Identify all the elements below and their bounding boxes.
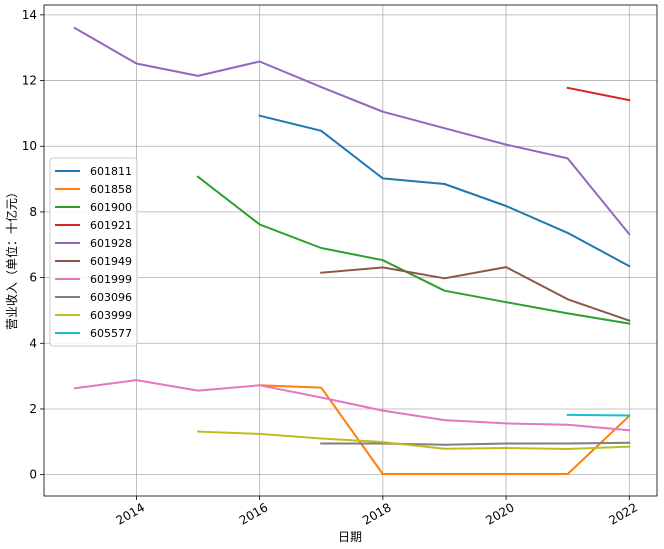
series-line-601900 (196, 175, 631, 325)
series-line-601928 (73, 26, 631, 236)
legend: 601811 601858 601900 601921 601928 601949 6019… (49, 157, 138, 347)
y-tick-label: 0 (29, 468, 37, 482)
y-tick-label: 2 (29, 402, 37, 416)
legend-label: 601921 (90, 219, 132, 232)
legend-label: 601949 (90, 255, 132, 268)
series-layer (73, 26, 631, 475)
x-axis-label: 日期 (338, 530, 362, 544)
y-tick-label: 4 (29, 336, 37, 350)
legend-label: 601999 (90, 273, 132, 286)
y-tick-label: 14 (22, 8, 37, 22)
series-line-601811 (258, 114, 631, 268)
series-line-601949 (320, 266, 631, 322)
plot-frame (43, 4, 658, 497)
y-tick-label: 10 (22, 139, 37, 153)
y-axis-label: 营业收入（单位：十亿元） (4, 186, 19, 330)
legend-label: 601928 (90, 237, 132, 250)
y-tick-label: 6 (29, 271, 37, 285)
series-line-601921 (566, 86, 631, 102)
grid-lines (44, 5, 657, 496)
series-line-601858 (258, 384, 631, 475)
series-line-603096 (320, 441, 631, 446)
legend-label: 603999 (90, 309, 132, 322)
legend-box (49, 157, 138, 347)
series-line-603999 (196, 430, 631, 450)
series-line-605577 (566, 413, 631, 417)
y-tick-label: 12 (22, 74, 37, 88)
y-tick-label: 8 (29, 205, 37, 219)
legend-label: 601811 (90, 165, 132, 178)
y-axis: 0 2 4 6 8 10 12 14 (22, 8, 44, 482)
legend-label: 601900 (90, 201, 132, 214)
legend-label: 605577 (90, 327, 132, 340)
legend-label: 603096 (90, 291, 132, 304)
series-line-601999 (73, 379, 631, 432)
legend-label: 601858 (90, 183, 132, 196)
